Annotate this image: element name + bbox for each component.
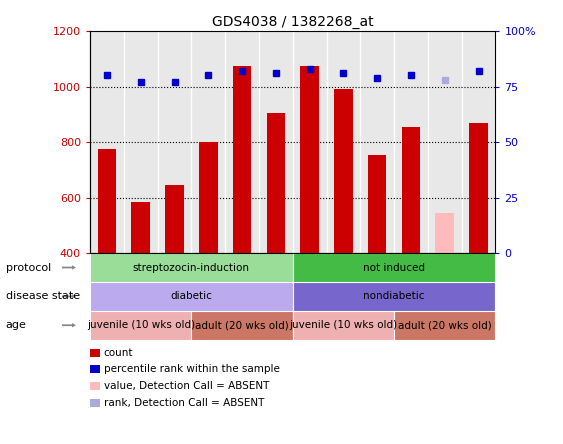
- Text: percentile rank within the sample: percentile rank within the sample: [104, 365, 279, 374]
- Bar: [90, 311, 191, 340]
- Text: value, Detection Call = ABSENT: value, Detection Call = ABSENT: [104, 381, 269, 391]
- Text: streptozocin-induction: streptozocin-induction: [133, 262, 250, 273]
- Bar: [402, 127, 420, 253]
- Text: age: age: [6, 320, 26, 330]
- Bar: [90, 253, 293, 282]
- Title: GDS4038 / 1382268_at: GDS4038 / 1382268_at: [212, 15, 374, 29]
- Text: juvenile (10 wks old): juvenile (10 wks old): [87, 320, 195, 330]
- Text: not induced: not induced: [363, 262, 425, 273]
- Bar: [98, 149, 117, 253]
- Text: juvenile (10 wks old): juvenile (10 wks old): [289, 320, 397, 330]
- Text: disease state: disease state: [6, 291, 80, 301]
- Text: adult (20 wks old): adult (20 wks old): [398, 320, 491, 330]
- Bar: [293, 311, 394, 340]
- Text: protocol: protocol: [6, 262, 51, 273]
- Bar: [436, 213, 454, 253]
- Text: nondiabetic: nondiabetic: [363, 291, 425, 301]
- Bar: [368, 155, 386, 253]
- Bar: [166, 185, 184, 253]
- Bar: [470, 123, 488, 253]
- Text: adult (20 wks old): adult (20 wks old): [195, 320, 289, 330]
- Bar: [293, 282, 495, 311]
- Text: count: count: [104, 348, 133, 357]
- Bar: [90, 282, 293, 311]
- Bar: [394, 311, 495, 340]
- Text: diabetic: diabetic: [171, 291, 212, 301]
- Bar: [199, 142, 217, 253]
- Bar: [334, 89, 352, 253]
- Text: rank, Detection Call = ABSENT: rank, Detection Call = ABSENT: [104, 398, 264, 408]
- Bar: [233, 66, 251, 253]
- Bar: [191, 311, 293, 340]
- Bar: [132, 202, 150, 253]
- Bar: [301, 66, 319, 253]
- Bar: [267, 113, 285, 253]
- Bar: [293, 253, 495, 282]
